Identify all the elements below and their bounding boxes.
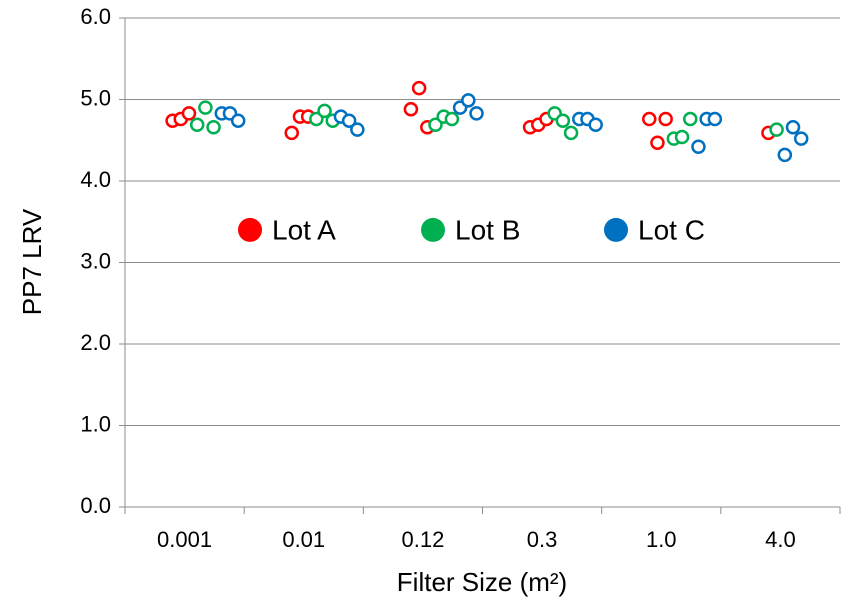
data-point xyxy=(230,113,246,128)
y-tick-label: 3.0 xyxy=(80,248,111,273)
data-point xyxy=(793,131,809,146)
data-point xyxy=(461,93,476,108)
x-tick-label: 0.01 xyxy=(282,527,325,552)
y-axis-label: PP7 LRV xyxy=(17,208,47,315)
legend-marker xyxy=(238,217,262,242)
data-point xyxy=(403,102,419,117)
data-point xyxy=(284,125,299,141)
y-tick-label: 2.0 xyxy=(80,330,111,355)
data-point xyxy=(469,106,484,121)
x-tick-label: 0.3 xyxy=(527,527,558,552)
data-point xyxy=(198,100,213,115)
data-point xyxy=(341,113,357,128)
y-tick-label: 4.0 xyxy=(80,167,111,192)
legend-label: Lot B xyxy=(455,214,520,245)
data-point xyxy=(650,135,665,150)
data-point xyxy=(411,80,427,96)
y-tick-label: 6.0 xyxy=(80,4,111,29)
y-tick-label: 0.0 xyxy=(80,493,111,518)
data-point xyxy=(785,119,801,135)
data-point xyxy=(555,113,571,128)
x-tick-label: 0.001 xyxy=(157,527,212,552)
x-axis-label: Filter Size (m²) xyxy=(397,567,567,597)
x-tick-label: 1.0 xyxy=(646,527,677,552)
data-point xyxy=(189,117,205,133)
data-point xyxy=(642,111,657,127)
data-point xyxy=(658,111,673,127)
legend-marker xyxy=(421,217,445,242)
data-point xyxy=(777,147,793,163)
legend-label: Lot A xyxy=(272,214,336,245)
y-tick-label: 1.0 xyxy=(80,411,111,436)
x-tick-label: 0.12 xyxy=(402,527,445,552)
data-point xyxy=(350,122,365,137)
data-point xyxy=(563,125,579,141)
data-point xyxy=(444,111,460,127)
data-point xyxy=(674,129,690,145)
data-point xyxy=(707,111,723,127)
data-point xyxy=(309,111,324,127)
data-point xyxy=(181,106,197,121)
data-point xyxy=(588,117,603,133)
data-point xyxy=(769,122,784,137)
data-point xyxy=(428,117,443,133)
x-tick-label: 4.0 xyxy=(765,527,796,552)
legend-marker xyxy=(604,217,628,242)
data-point xyxy=(206,119,221,135)
data-point xyxy=(691,139,706,155)
data-point xyxy=(317,103,332,119)
legend-label: Lot C xyxy=(638,214,705,245)
data-point xyxy=(683,111,698,127)
y-tick-label: 5.0 xyxy=(80,85,111,110)
